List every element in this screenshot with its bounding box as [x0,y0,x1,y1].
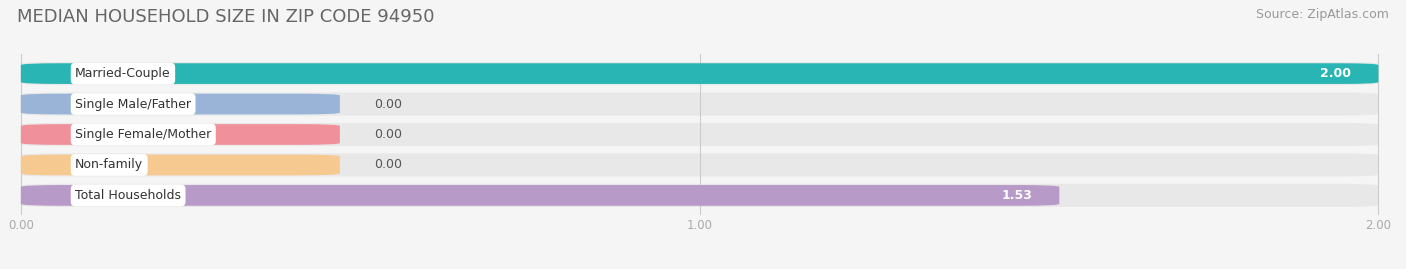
Text: MEDIAN HOUSEHOLD SIZE IN ZIP CODE 94950: MEDIAN HOUSEHOLD SIZE IN ZIP CODE 94950 [17,8,434,26]
Text: Source: ZipAtlas.com: Source: ZipAtlas.com [1256,8,1389,21]
Text: 2.00: 2.00 [1320,67,1351,80]
Text: Non-family: Non-family [75,158,143,171]
Text: Total Households: Total Households [75,189,181,202]
Text: Single Female/Mother: Single Female/Mother [75,128,211,141]
FancyBboxPatch shape [21,153,1378,176]
FancyBboxPatch shape [21,123,1378,146]
FancyBboxPatch shape [21,93,1378,116]
FancyBboxPatch shape [21,124,340,145]
Text: Married-Couple: Married-Couple [75,67,170,80]
Text: Single Male/Father: Single Male/Father [75,98,191,111]
FancyBboxPatch shape [21,62,1378,85]
FancyBboxPatch shape [21,94,340,114]
FancyBboxPatch shape [21,185,1059,206]
Text: 1.53: 1.53 [1001,189,1032,202]
Text: 0.00: 0.00 [374,98,402,111]
Text: 0.00: 0.00 [374,158,402,171]
FancyBboxPatch shape [21,63,1378,84]
FancyBboxPatch shape [21,155,340,175]
FancyBboxPatch shape [21,184,1378,207]
Text: 0.00: 0.00 [374,128,402,141]
